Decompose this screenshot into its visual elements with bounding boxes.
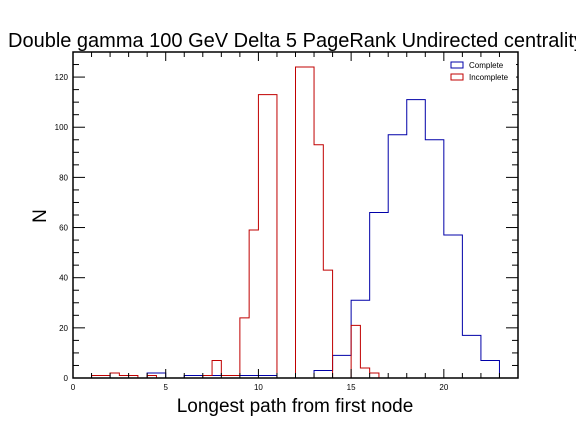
histogram-bin xyxy=(240,318,249,378)
histogram-bin xyxy=(397,135,406,378)
histogram-bin xyxy=(370,212,379,378)
legend: Complete Incomplete xyxy=(446,58,516,82)
histogram-bin xyxy=(360,300,369,378)
histogram-bin xyxy=(342,355,351,378)
x-tick-label: 20 xyxy=(439,383,448,392)
y-tick-label: 120 xyxy=(55,73,69,82)
series-incomplete xyxy=(91,66,380,378)
histogram-bin xyxy=(388,135,397,378)
histogram-bin xyxy=(323,270,332,378)
histogram-bin xyxy=(472,335,481,378)
x-tick-label: 10 xyxy=(254,383,263,392)
histogram-bin xyxy=(360,368,369,378)
chart-title: Double gamma 100 GeV Delta 5 PageRank Un… xyxy=(8,30,576,52)
histogram-bin xyxy=(333,355,342,378)
histogram-bin xyxy=(435,140,444,378)
histogram-bin xyxy=(444,235,453,378)
histogram-bin xyxy=(379,212,388,378)
x-tick-label: 0 xyxy=(71,383,76,392)
histogram-bin xyxy=(296,67,305,378)
y-tick-label: 80 xyxy=(59,173,68,182)
histogram-bin xyxy=(314,145,323,378)
histogram-bin xyxy=(370,373,379,378)
y-tick-label: 60 xyxy=(59,224,68,233)
y-tick-label: 40 xyxy=(59,274,68,283)
legend-label-incomplete: Incomplete xyxy=(469,73,509,82)
x-tick-label: 15 xyxy=(347,383,356,392)
histogram-bin xyxy=(258,95,267,378)
series-outline-incomplete xyxy=(91,66,380,378)
histogram-bin xyxy=(453,235,462,378)
histogram-bin xyxy=(305,67,314,378)
histogram-bin xyxy=(416,100,425,378)
histogram-bin xyxy=(490,360,499,378)
histogram-bin xyxy=(110,373,119,378)
histogram-bin xyxy=(425,140,434,378)
histogram-bin xyxy=(156,373,165,378)
y-axis-title: N xyxy=(30,209,51,223)
series-layer xyxy=(91,66,500,378)
legend-swatch-incomplete xyxy=(450,73,464,81)
x-tick-label: 5 xyxy=(163,383,168,392)
legend-swatch-complete xyxy=(450,61,464,69)
histogram-bin xyxy=(481,360,490,378)
axis-ticks: 0 5 10 15 20 0 20 40 60 80 100 120 xyxy=(55,52,518,392)
histogram-bin xyxy=(249,230,258,378)
histogram-bin xyxy=(462,335,471,378)
plot-frame xyxy=(72,51,519,379)
x-axis-title: Longest path from first node xyxy=(177,396,414,417)
histogram-bin xyxy=(351,325,360,378)
y-tick-label: 20 xyxy=(59,324,68,333)
y-tick-label: 0 xyxy=(64,374,69,383)
legend-label-complete: Complete xyxy=(469,61,504,70)
histogram-bin xyxy=(407,100,416,378)
histogram-bin xyxy=(268,95,277,378)
histogram-bin xyxy=(212,360,221,378)
y-tick-label: 100 xyxy=(55,123,69,132)
